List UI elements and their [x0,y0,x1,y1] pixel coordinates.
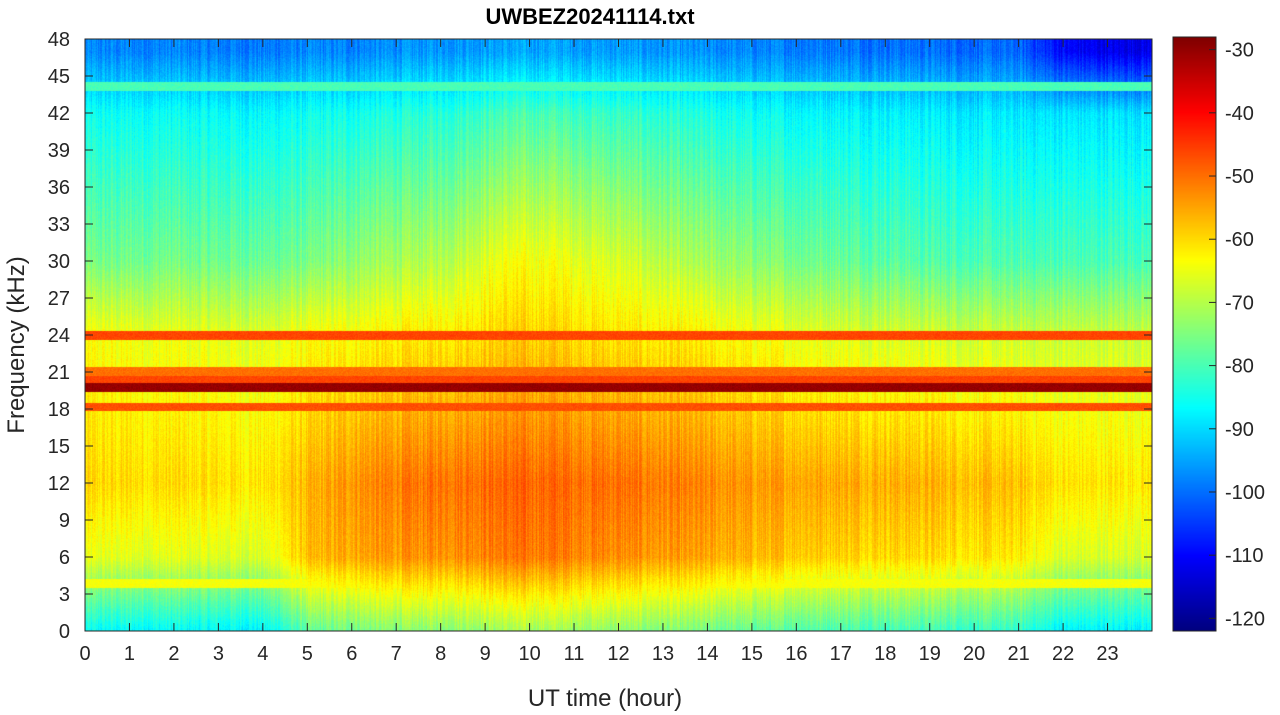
colorbar-frame [1172,36,1217,632]
x-tick-label: 18 [874,643,896,665]
y-tick-label: 9 [59,510,70,532]
colorbar-tick-label: -80 [1225,356,1254,378]
colorbar: -120 -110 -100 -90 -80 -70 -60 -50 -40 -30 [1172,36,1265,632]
y-tick-label: 0 [59,621,70,643]
x-tick-label: 16 [785,643,807,665]
x-tick-label: 5 [302,643,313,665]
colorbar-tick-label: -60 [1225,229,1254,251]
y-tick-label: 6 [59,547,70,569]
x-tick-label: 4 [257,643,268,665]
colorbar-tick-label: -30 [1225,40,1254,62]
x-tick-label: 0 [79,643,90,665]
colorbar-tick-label: -110 [1225,545,1264,567]
x-tick-label: 3 [213,643,224,665]
x-tick-label: 15 [741,643,763,665]
y-axis-label: Frequency (kHz) [3,256,30,433]
x-axis-ticks: 0 1 2 3 4 5 6 7 8 9 10 11 12 13 14 15 16 17 18 19 20 21 22 23 [79,39,1119,665]
x-tick-label: 10 [518,643,540,665]
chart-title: UWBEZ20241114.txt [485,4,695,29]
x-tick-label: 20 [963,643,985,665]
colorbar-tick-label: -100 [1225,482,1265,504]
colorbar-gradient [1173,37,1216,631]
x-tick-label: 14 [696,643,718,665]
y-tick-label: 12 [48,473,70,495]
x-tick-label: 6 [346,643,357,665]
y-tick-label: 27 [48,288,70,310]
colorbar-tick-label: -70 [1225,292,1254,314]
y-tick-label: 42 [48,103,70,125]
y-tick-label: 30 [48,251,70,273]
x-tick-label: 2 [168,643,179,665]
y-tick-label: 21 [48,362,70,384]
y-tick-label: 48 [48,29,70,51]
y-tick-label: 15 [48,436,70,458]
plot-area [84,38,1153,632]
x-tick-label: 9 [480,643,491,665]
y-tick-label: 24 [48,325,70,347]
x-tick-label: 1 [124,643,135,665]
x-tick-label: 22 [1052,643,1074,665]
y-tick-label: 3 [59,584,70,606]
y-tick-label: 39 [48,140,70,162]
x-tick-label: 7 [391,643,402,665]
y-tick-label: 33 [48,214,70,236]
colorbar-ticks: -120 -110 -100 -90 -80 -70 -60 -50 -40 -30 [1209,40,1265,630]
x-tick-label: 13 [652,643,674,665]
y-tick-label: 45 [48,66,70,88]
x-tick-label: 11 [564,643,585,665]
x-tick-label: 21 [1008,643,1030,665]
x-tick-label: 12 [607,643,629,665]
x-tick-label: 19 [919,643,941,665]
y-tick-label: 36 [48,177,70,199]
x-tick-label: 8 [435,643,446,665]
x-tick-label: 17 [830,643,852,665]
colorbar-tick-label: -120 [1225,608,1265,630]
colorbar-tick-label: -50 [1225,166,1254,188]
x-tick-label: 23 [1096,643,1118,665]
spectrogram-image [85,39,1152,631]
colorbar-tick-label: -40 [1225,103,1254,125]
x-axis-label: UT time (hour) [528,685,682,712]
colorbar-tick-label: -90 [1225,419,1254,441]
y-tick-label: 18 [48,399,70,421]
